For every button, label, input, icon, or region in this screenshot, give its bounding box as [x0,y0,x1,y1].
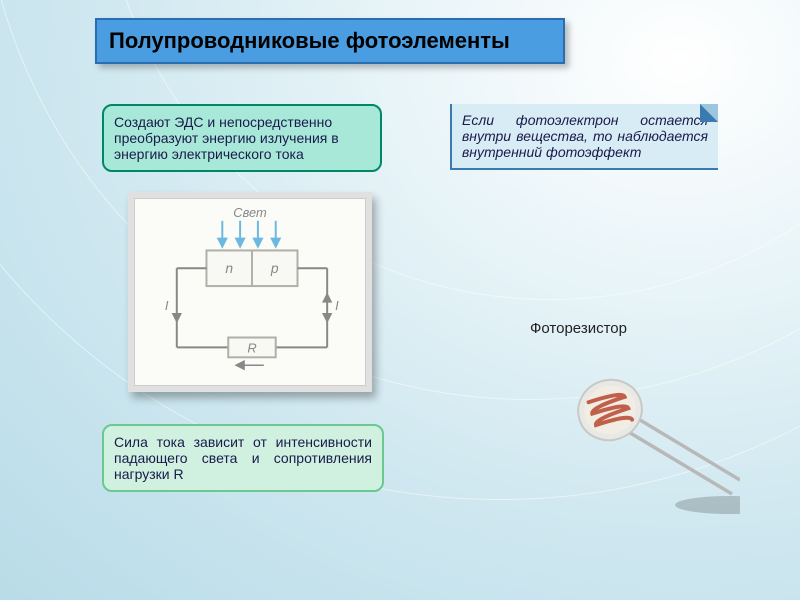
circuit-diagram: Свет n p R I [134,198,366,386]
p-label: p [270,260,279,276]
photoresistor-image [560,340,740,520]
title-box: Полупроводниковые фотоэлементы [95,18,565,64]
info-text: Создают ЭДС и непосредственно преобразую… [114,114,339,162]
page-title: Полупроводниковые фотоэлементы [109,28,510,53]
circuit-diagram-frame: Свет n p R I [128,192,372,392]
info-box-emf: Создают ЭДС и непосредственно преобразую… [102,104,382,172]
n-label: n [225,260,233,276]
info-box-current: Сила тока зависит от интенсивности падаю… [102,424,384,492]
fold-corner [700,104,718,122]
info-text: Если фотоэлектрон остается внутри вещест… [462,112,708,160]
r-label: R [247,340,256,355]
i-label-left: I [165,298,169,313]
i-label-right: I [335,298,339,313]
info-box-photoeffect: Если фотоэлектрон остается внутри вещест… [450,104,718,170]
light-label: Свет [233,205,267,220]
info-text: Сила тока зависит от интенсивности падаю… [114,434,372,482]
light-arrows [218,221,279,247]
photoresistor-label: Фоторезистор [530,320,620,337]
